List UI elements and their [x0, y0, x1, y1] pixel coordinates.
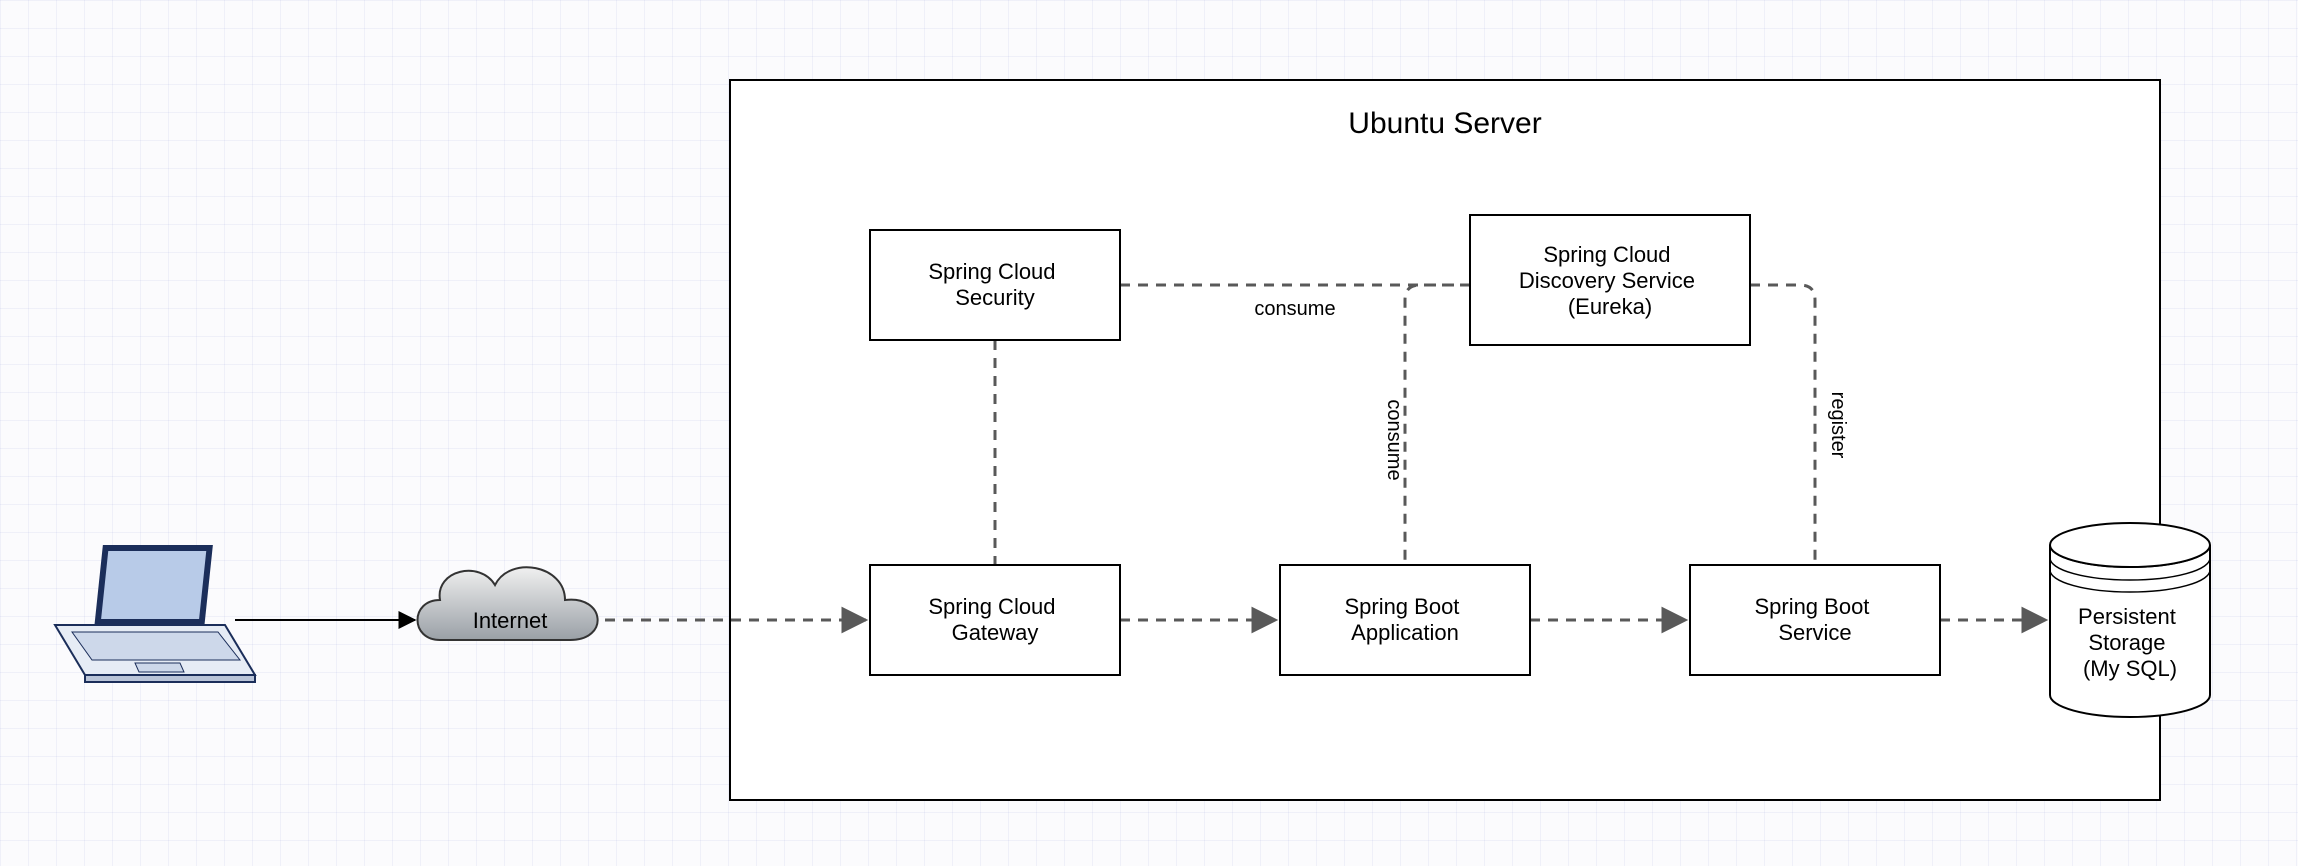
- cloud-label: Internet: [473, 608, 548, 633]
- ubuntu-server-title: Ubuntu Server: [1348, 107, 1541, 140]
- laptop-icon: [55, 545, 255, 682]
- edge-eureka-service-label: register: [1827, 392, 1849, 459]
- node-app-label: Spring Boot Application: [1344, 594, 1465, 645]
- db-icon: Persistent Storage (My SQL): [2050, 523, 2210, 717]
- edge-eureka-app-label: consume: [1383, 399, 1405, 480]
- architecture-diagram: Ubuntu Server consume consume register I…: [0, 0, 2298, 866]
- db-label: Persistent Storage (My SQL): [2078, 604, 2182, 681]
- ubuntu-server-container: [730, 80, 2160, 800]
- cloud-icon: Internet: [418, 567, 598, 640]
- edge-security-eureka-label: consume: [1254, 298, 1335, 320]
